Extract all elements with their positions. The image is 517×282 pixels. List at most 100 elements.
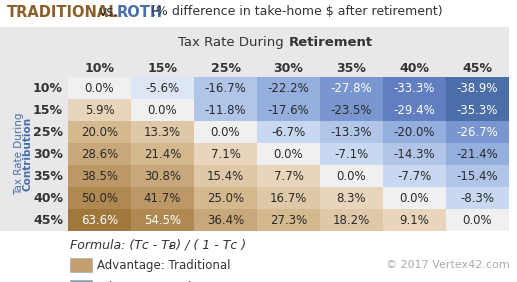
Text: 40%: 40% [33,191,63,204]
Text: -23.5%: -23.5% [331,103,372,116]
Bar [321,209,383,231]
Bar [257,209,320,231]
Text: 20.0%: 20.0% [81,125,118,138]
Bar [446,99,509,121]
Text: 0.0%: 0.0% [273,147,303,160]
Text: 13.3%: 13.3% [144,125,181,138]
Text: ROTH: ROTH [117,5,163,20]
Bar [321,99,383,121]
Text: -7.1%: -7.1% [334,147,369,160]
Text: 0.0%: 0.0% [337,169,367,182]
Text: -22.2%: -22.2% [268,81,309,94]
Text: -35.3%: -35.3% [457,103,498,116]
Bar [446,165,509,187]
Text: Advantage: Traditional: Advantage: Traditional [97,259,231,272]
Bar [131,77,194,99]
Bar [257,77,320,99]
Bar [68,143,131,165]
Text: 25%: 25% [210,62,240,75]
Bar [446,143,509,165]
Text: -7.7%: -7.7% [398,169,432,182]
Bar [194,121,257,143]
Text: 9.1%: 9.1% [400,213,430,226]
Bar [194,165,257,187]
Text: 0.0%: 0.0% [211,125,240,138]
Text: vs.: vs. [99,5,119,19]
Text: -16.7%: -16.7% [205,81,247,94]
Bar [321,77,383,99]
Bar [446,187,509,209]
Text: 10%: 10% [33,81,63,94]
Bar [68,27,509,77]
Text: -6.7%: -6.7% [271,125,306,138]
Bar [131,99,194,121]
Bar [321,121,383,143]
Text: 21.4%: 21.4% [144,147,181,160]
Bar [321,165,383,187]
Text: 15%: 15% [33,103,63,116]
Text: 25.0%: 25.0% [207,191,244,204]
Text: 10%: 10% [84,62,114,75]
Text: -21.4%: -21.4% [457,147,498,160]
Bar [194,99,257,121]
Text: 8.3%: 8.3% [337,191,367,204]
Text: Contribution: Contribution [23,117,33,191]
Bar [131,143,194,165]
Text: © 2017 Vertex42.com: © 2017 Vertex42.com [386,260,510,270]
Bar [257,121,320,143]
Bar [194,143,257,165]
Bar [131,165,194,187]
Text: 0.0%: 0.0% [463,213,492,226]
Bar [131,187,194,209]
Text: 27.3%: 27.3% [270,213,307,226]
Text: 35%: 35% [33,169,63,182]
Bar [383,121,446,143]
Text: -15.4%: -15.4% [457,169,498,182]
Text: 0.0%: 0.0% [148,103,177,116]
Text: -38.9%: -38.9% [457,81,498,94]
Text: 16.7%: 16.7% [270,191,307,204]
Text: -26.7%: -26.7% [457,125,498,138]
Bar [446,121,509,143]
Bar [68,77,131,99]
Text: -8.3%: -8.3% [461,191,494,204]
Bar [0,27,68,231]
Bar [383,143,446,165]
Text: 35%: 35% [337,62,367,75]
Text: -27.8%: -27.8% [331,81,372,94]
Text: (% difference in take-home $ after retirement): (% difference in take-home $ after retir… [147,5,443,18]
Bar [68,187,131,209]
Bar [194,77,257,99]
Bar [131,121,194,143]
Text: Retirement: Retirement [288,36,373,49]
Text: -17.6%: -17.6% [268,103,309,116]
Text: -14.3%: -14.3% [393,147,435,160]
Bar [68,209,131,231]
Bar [383,209,446,231]
Bar [446,209,509,231]
Text: 0.0%: 0.0% [85,81,114,94]
Text: TRADITIONAL: TRADITIONAL [7,5,118,20]
Text: 36.4%: 36.4% [207,213,244,226]
Text: -33.3%: -33.3% [394,81,435,94]
Text: 30%: 30% [273,62,303,75]
Text: Advantage: Roth: Advantage: Roth [97,281,195,282]
Bar [321,187,383,209]
Text: 45%: 45% [33,213,63,226]
Text: -13.3%: -13.3% [331,125,372,138]
Text: -29.4%: -29.4% [393,103,435,116]
Bar [131,209,194,231]
Bar [383,99,446,121]
Bar [257,99,320,121]
Text: 7.7%: 7.7% [273,169,303,182]
Bar [68,99,131,121]
Bar [68,121,131,143]
Text: 15.4%: 15.4% [207,169,244,182]
Bar [383,77,446,99]
Text: 15%: 15% [147,62,177,75]
Text: 30%: 30% [33,147,63,160]
Text: 28.6%: 28.6% [81,147,118,160]
Bar [321,143,383,165]
Text: -5.6%: -5.6% [145,81,179,94]
Text: 54.5%: 54.5% [144,213,181,226]
